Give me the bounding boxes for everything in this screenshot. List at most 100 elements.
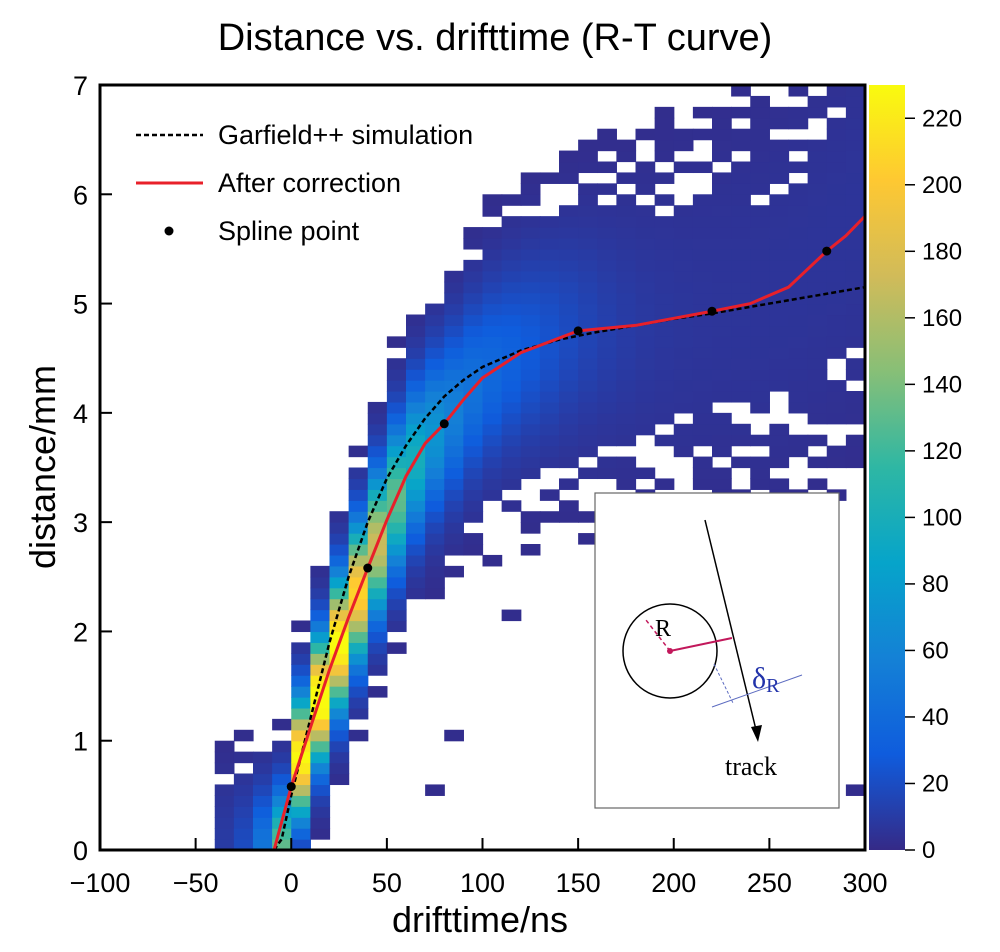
heatmap-cell (578, 292, 598, 305)
heatmap-cell (539, 445, 560, 458)
heatmap-cell (559, 401, 579, 414)
heatmap-cell (444, 325, 464, 337)
heatmap-cell (482, 270, 503, 283)
heatmap-cell (482, 456, 503, 469)
heatmap-cell (788, 117, 809, 130)
heatmap-cell (559, 150, 579, 163)
heatmap-cell (520, 194, 541, 206)
heatmap-cell (520, 544, 541, 556)
heatmap-cell (329, 675, 350, 687)
heatmap-cell (501, 423, 522, 436)
heatmap-cell (501, 259, 522, 272)
heatmap-cell (253, 839, 273, 850)
heatmap-cell (635, 227, 656, 239)
heatmap-cell (406, 412, 426, 425)
heatmap-cell (712, 347, 732, 359)
heatmap-cell (807, 369, 828, 381)
heatmap-cell (520, 248, 541, 261)
heatmap-cell (712, 325, 732, 337)
heatmap-cell (750, 95, 770, 108)
heatmap-cell (559, 478, 579, 490)
heatmap-cell (845, 117, 865, 130)
heatmap-cell (731, 161, 751, 174)
heatmap-cell (616, 423, 637, 436)
heatmap-cell (482, 434, 503, 447)
curves (100, 215, 865, 850)
heatmap-cell (616, 467, 637, 480)
heatmap-cell (731, 369, 751, 381)
heatmap-cell (750, 205, 770, 217)
heatmap-cell (597, 238, 617, 250)
y-tick-label: 6 (73, 180, 88, 210)
heatmap-cell (329, 598, 350, 611)
heatmap-cell (425, 391, 445, 403)
heatmap-cell (501, 216, 522, 228)
heatmap-cell (712, 117, 732, 130)
spline-point (707, 306, 717, 316)
heatmap-cell (788, 281, 809, 294)
heatmap-cell (807, 238, 828, 250)
colorbar-gradient (869, 85, 905, 850)
heatmap-cell (731, 391, 751, 403)
heatmap-cell (310, 828, 331, 840)
heatmap-cell (673, 205, 694, 217)
heatmap-cell (386, 500, 407, 512)
heatmap-cell (539, 172, 560, 184)
heatmap-cell (329, 511, 350, 523)
heatmap-cell (635, 128, 656, 141)
heatmap-cell (386, 642, 407, 654)
heatmap-cell (501, 248, 522, 261)
heatmap-cell (673, 227, 694, 239)
heatmap-cell (616, 336, 637, 348)
heatmap-cell (348, 576, 369, 589)
heatmap-cell (826, 85, 847, 97)
heatmap-cell (807, 139, 828, 152)
heatmap-cell (845, 85, 865, 97)
heatmap-cell (329, 609, 350, 622)
heatmap-cell (310, 697, 331, 709)
heatmap-cell (520, 380, 541, 392)
legend-label-garfield: Garfield++ simulation (218, 120, 473, 150)
heatmap-cell (425, 314, 445, 327)
heatmap-cell (826, 391, 847, 403)
heatmap-cell (578, 139, 598, 152)
heatmap-cell (539, 391, 560, 403)
heatmap-cell (616, 292, 637, 305)
heatmap-cell (444, 292, 464, 305)
heatmap-cell (482, 281, 503, 294)
heatmap-cell (348, 686, 369, 698)
x-axis: −100 −50 0 50 100 150 200 250 300 (70, 838, 888, 898)
heatmap-cell (348, 707, 369, 720)
heatmap-cell (578, 248, 598, 261)
heatmap-cell (501, 292, 522, 305)
heatmap-cell (291, 784, 311, 796)
heatmap-cell (635, 238, 656, 250)
heatmap-cell (712, 358, 732, 370)
heatmap-cell (559, 336, 579, 348)
heatmap-cell (425, 412, 445, 425)
heatmap-cell (692, 358, 713, 370)
heatmap-cell (386, 533, 407, 545)
heatmap-cell (807, 325, 828, 337)
heatmap-cell (826, 248, 847, 261)
heatmap-cell (597, 314, 617, 327)
heatmap-cell (845, 281, 865, 294)
heatmap-cell (329, 686, 350, 698)
heatmap-cell (329, 729, 350, 742)
heatmap-cell (692, 347, 713, 359)
y-tick-label: 0 (73, 836, 88, 866)
heatmap-cell (597, 456, 617, 469)
heatmap-cell (482, 412, 503, 425)
y-tick-label: 5 (73, 290, 88, 320)
heatmap-cell (807, 227, 828, 239)
heatmap-cell (386, 445, 407, 458)
heatmap-cell (482, 554, 503, 567)
heatmap-cell (406, 544, 426, 556)
heatmap-cell (291, 697, 311, 709)
heatmap-cell (769, 456, 790, 469)
heatmap-cell (788, 369, 809, 381)
heatmap-cell (769, 248, 790, 261)
heatmap-cell (712, 314, 732, 327)
heatmap-cell (329, 533, 350, 545)
heatmap-cell (673, 369, 694, 381)
